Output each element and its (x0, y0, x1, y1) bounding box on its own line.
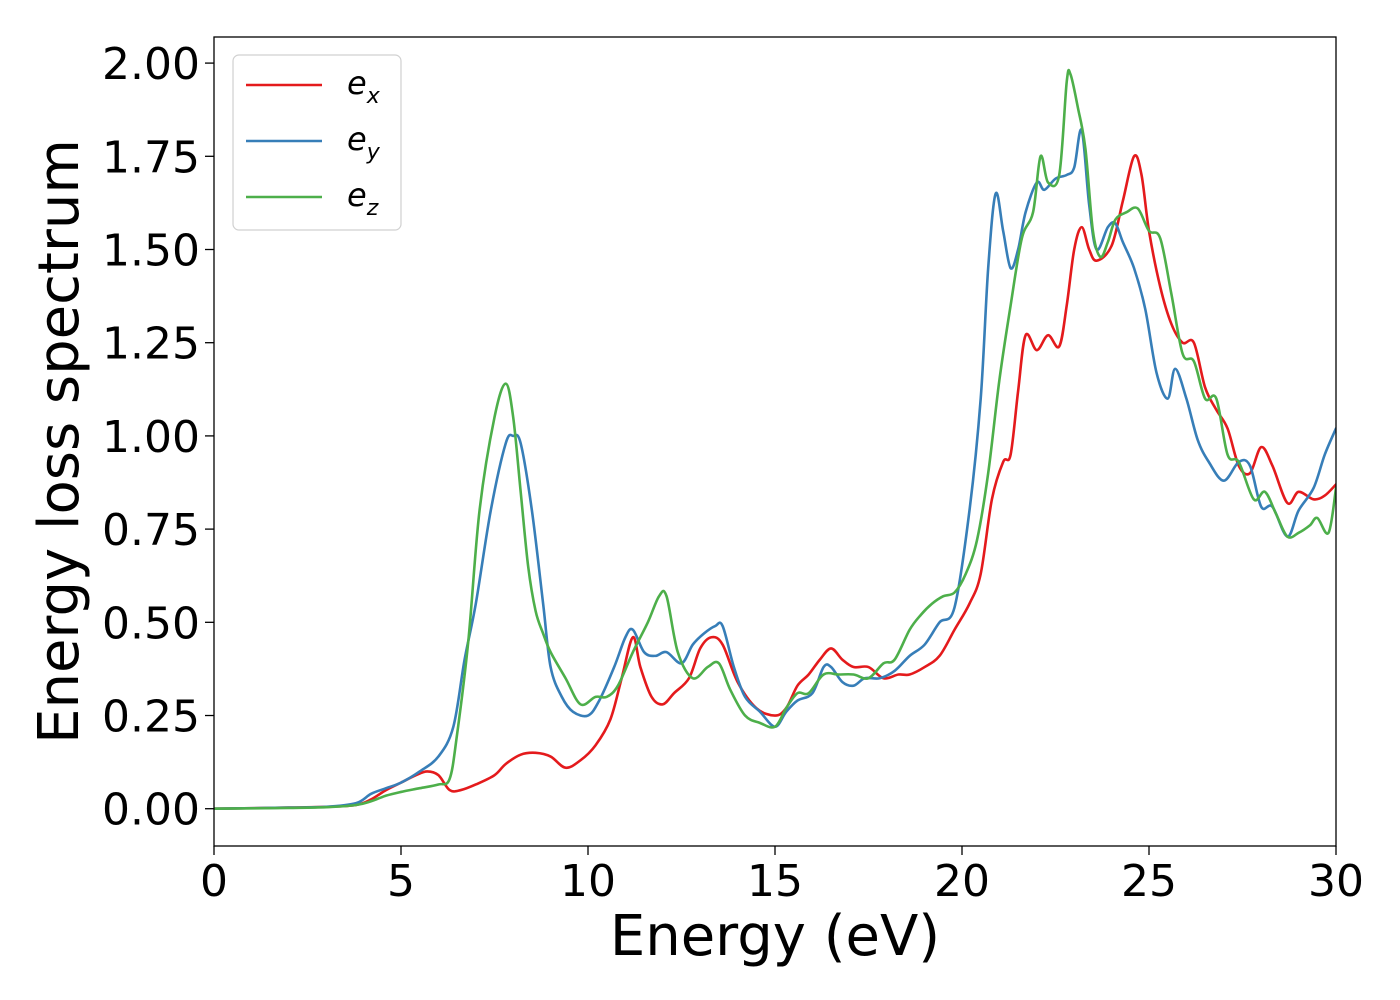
y-axis-title: Energy loss spectrum (27, 139, 92, 744)
x-axis-ticks: 0 5 10 15 20 25 30 (200, 846, 1364, 907)
series-layer (214, 68, 1336, 811)
series-line-ey (214, 128, 1336, 811)
legend-label-ez: ez (347, 176, 379, 221)
y-tick-label: 1.75 (102, 132, 200, 183)
x-tick-label: 20 (934, 856, 990, 907)
legend-label-ex: ex (347, 64, 381, 109)
x-axis-title: Energy (eV) (610, 904, 940, 969)
y-tick-label: 0.75 (102, 505, 200, 556)
y-tick-label: 0.00 (102, 785, 200, 836)
legend-box (232, 54, 402, 231)
legend-label-base: e (347, 64, 367, 102)
x-tick-label: 10 (560, 856, 616, 907)
legend-label-subscript: z (366, 196, 379, 221)
legend-label-subscript: y (366, 140, 381, 165)
y-tick-label: 2.00 (102, 39, 200, 90)
series-line-ex (214, 154, 1336, 811)
x-tick-label: 5 (387, 856, 415, 907)
legend-label-ey: ey (347, 120, 381, 165)
y-tick-label: 0.50 (102, 598, 200, 649)
x-tick-label: 15 (747, 856, 803, 907)
x-tick-label: 25 (1121, 856, 1177, 907)
y-axis-ticks: 0.00 0.25 0.50 0.75 1.00 1.25 1.50 1.75 2.00 (102, 39, 214, 836)
y-tick-label: 1.00 (102, 412, 200, 463)
legend-label-subscript: x (366, 84, 381, 109)
x-tick-label: 30 (1308, 856, 1364, 907)
y-tick-label: 0.25 (102, 692, 200, 743)
series-line-ez (214, 68, 1336, 811)
legend-label-base: e (347, 176, 367, 214)
x-tick-label: 0 (200, 856, 228, 907)
y-tick-label: 1.50 (102, 226, 200, 277)
y-tick-label: 1.25 (102, 319, 200, 370)
legend-label-base: e (347, 120, 367, 158)
